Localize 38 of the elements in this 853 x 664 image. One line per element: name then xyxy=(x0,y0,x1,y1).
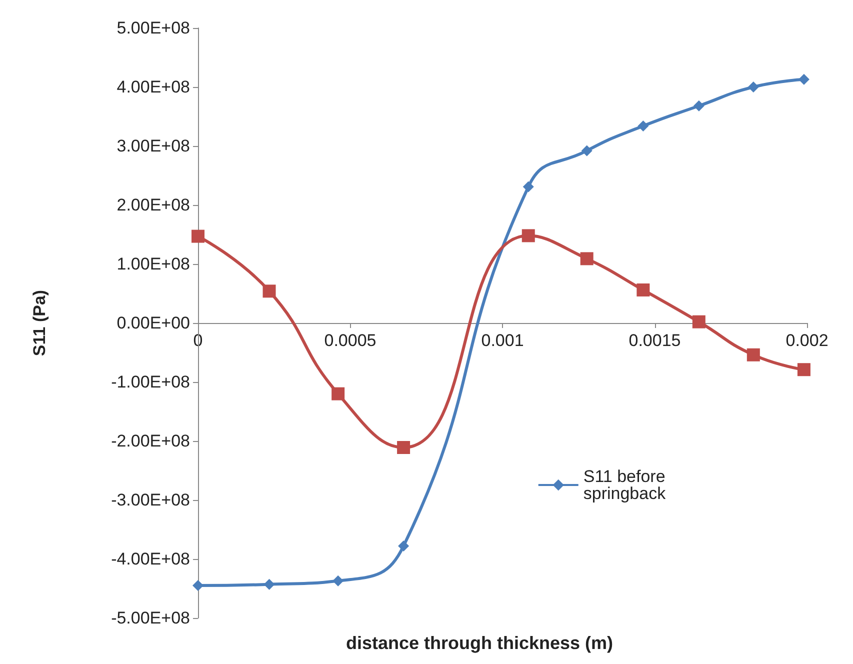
point xyxy=(262,284,276,298)
y-tick-label: 4.00E+08 xyxy=(116,78,190,96)
point xyxy=(264,578,275,590)
point xyxy=(522,229,535,242)
point xyxy=(398,540,410,552)
x-tick-label: 0.0005 xyxy=(324,331,376,350)
point xyxy=(748,82,759,92)
y-tick-label: -2.00E+08 xyxy=(111,432,190,450)
point xyxy=(692,315,706,328)
point xyxy=(693,100,704,112)
point xyxy=(192,230,204,243)
y-tick-label: -5.00E+08 xyxy=(111,608,190,628)
y-tick-label: -3.00E+08 xyxy=(111,490,190,510)
point xyxy=(192,580,204,592)
legend-label: S11 before springback xyxy=(583,467,670,503)
x-tick-label: 0.001 xyxy=(481,331,524,350)
point xyxy=(798,74,810,85)
point xyxy=(581,145,592,156)
y-tick-label: 3.00E+08 xyxy=(116,136,190,156)
y-tick-label: 1.00E+08 xyxy=(116,254,190,274)
point xyxy=(580,252,594,266)
point xyxy=(797,363,810,376)
y-tick-label: 2.00E+08 xyxy=(116,196,190,214)
y-tick-label: 5.00E+08 xyxy=(116,18,190,38)
x-axis-title: distance through thickness (m) xyxy=(346,633,614,653)
y-tick-label: -4.00E+08 xyxy=(111,550,190,568)
y-axis-title: S11 (Pa) xyxy=(30,290,49,356)
x-tick-label: 0.0015 xyxy=(628,331,681,350)
x-tick-label: 0.002 xyxy=(786,331,828,350)
y-tick-label: 0.00E+00 xyxy=(116,314,190,332)
y-tick-label: -1.00E+08 xyxy=(111,372,190,392)
point xyxy=(638,120,649,132)
point xyxy=(397,440,410,454)
point xyxy=(636,283,650,296)
point xyxy=(746,348,760,362)
point xyxy=(332,387,345,400)
point xyxy=(332,575,344,586)
point xyxy=(522,181,534,192)
